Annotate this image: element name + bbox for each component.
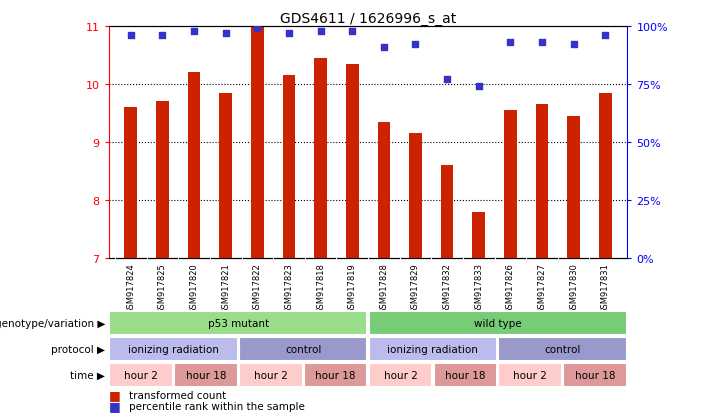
Bar [563, 363, 627, 387]
Point [410, 42, 421, 49]
Point [536, 40, 547, 46]
Text: ionizing radiation: ionizing radiation [128, 344, 219, 354]
Text: time ▶: time ▶ [70, 370, 105, 380]
Text: hour 18: hour 18 [186, 370, 226, 380]
Text: GSM917830: GSM917830 [569, 263, 578, 313]
Bar [304, 363, 367, 387]
Point [568, 42, 579, 49]
Point [442, 77, 453, 83]
Text: GSM917822: GSM917822 [253, 263, 261, 313]
Text: GSM917825: GSM917825 [158, 263, 167, 313]
Bar [369, 337, 497, 361]
Point [473, 84, 484, 90]
Point [220, 31, 231, 37]
Text: GSM917821: GSM917821 [222, 263, 230, 313]
Text: ■: ■ [109, 399, 121, 413]
Bar [472, 212, 485, 259]
Bar [314, 59, 327, 259]
Text: GSM917827: GSM917827 [538, 263, 547, 313]
Bar [174, 363, 238, 387]
Bar [536, 105, 548, 259]
Text: GSM917818: GSM917818 [316, 263, 325, 313]
Text: transformed count: transformed count [130, 389, 226, 399]
Text: hour 18: hour 18 [575, 370, 615, 380]
Bar [125, 108, 137, 259]
Text: hour 2: hour 2 [513, 370, 547, 380]
Text: percentile rank within the sample: percentile rank within the sample [130, 401, 305, 411]
Bar [441, 166, 454, 259]
Bar [369, 311, 627, 335]
Text: genotype/variation ▶: genotype/variation ▶ [0, 318, 105, 328]
Point [252, 26, 263, 33]
Text: GSM917823: GSM917823 [285, 263, 294, 313]
Bar [109, 337, 238, 361]
Text: GSM917833: GSM917833 [475, 263, 483, 313]
Text: GSM917826: GSM917826 [506, 263, 515, 313]
Text: GSM917820: GSM917820 [189, 263, 198, 313]
Text: protocol ▶: protocol ▶ [51, 344, 105, 354]
Bar [346, 64, 358, 259]
Bar [219, 93, 232, 259]
Point [315, 28, 326, 35]
Point [599, 33, 611, 39]
Bar [283, 76, 295, 259]
Bar [567, 116, 580, 259]
Text: GSM917828: GSM917828 [379, 263, 388, 313]
Point [283, 31, 294, 37]
Text: hour 2: hour 2 [254, 370, 287, 380]
Text: GSM917829: GSM917829 [411, 263, 420, 313]
Bar [109, 311, 367, 335]
Text: wild type: wild type [474, 318, 522, 328]
Point [346, 28, 358, 35]
Text: GSM917819: GSM917819 [348, 263, 357, 313]
Text: hour 2: hour 2 [383, 370, 417, 380]
Bar [378, 122, 390, 259]
Text: hour 18: hour 18 [315, 370, 356, 380]
Bar [599, 93, 611, 259]
Bar [498, 363, 562, 387]
Point [189, 28, 200, 35]
Bar [369, 363, 433, 387]
Text: GDS4611 / 1626996_s_at: GDS4611 / 1626996_s_at [280, 12, 456, 26]
Bar [239, 363, 303, 387]
Bar [109, 363, 173, 387]
Bar [251, 27, 264, 259]
Text: p53 mutant: p53 mutant [207, 318, 269, 328]
Bar [156, 102, 169, 259]
Bar [498, 337, 627, 361]
Text: ionizing radiation: ionizing radiation [388, 344, 478, 354]
Text: GSM917832: GSM917832 [442, 263, 451, 313]
Point [125, 33, 137, 39]
Text: control: control [545, 344, 580, 354]
Bar [504, 111, 517, 259]
Text: hour 18: hour 18 [445, 370, 486, 380]
Text: ■: ■ [109, 388, 121, 401]
Bar [188, 73, 200, 259]
Point [157, 33, 168, 39]
Bar [433, 363, 497, 387]
Bar [239, 337, 367, 361]
Bar [409, 134, 422, 259]
Text: GSM917831: GSM917831 [601, 263, 610, 313]
Point [379, 44, 390, 51]
Point [505, 40, 516, 46]
Text: hour 2: hour 2 [124, 370, 158, 380]
Text: GSM917824: GSM917824 [126, 263, 135, 313]
Text: control: control [285, 344, 321, 354]
